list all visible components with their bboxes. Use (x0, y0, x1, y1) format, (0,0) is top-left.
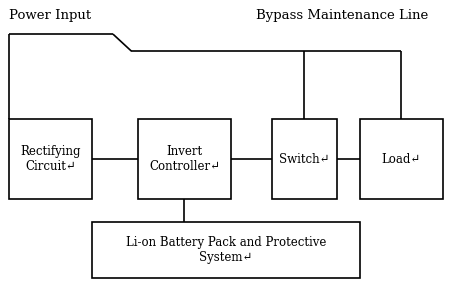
Text: Load↵: Load↵ (381, 153, 421, 166)
Bar (9, 119, 92, 199)
Text: Bypass Maintenance Line: Bypass Maintenance Line (256, 9, 428, 22)
Bar (272, 119, 337, 199)
Bar (360, 119, 443, 199)
Text: Invert
Controller↵: Invert Controller↵ (149, 145, 220, 173)
Bar (138, 119, 230, 199)
Text: Li-on Battery Pack and Protective
System↵: Li-on Battery Pack and Protective System… (126, 236, 326, 264)
Text: Power Input: Power Input (9, 9, 91, 22)
Text: Switch↵: Switch↵ (279, 153, 330, 166)
Bar (92, 222, 360, 278)
Text: Rectifying
Circuit↵: Rectifying Circuit↵ (20, 145, 81, 173)
